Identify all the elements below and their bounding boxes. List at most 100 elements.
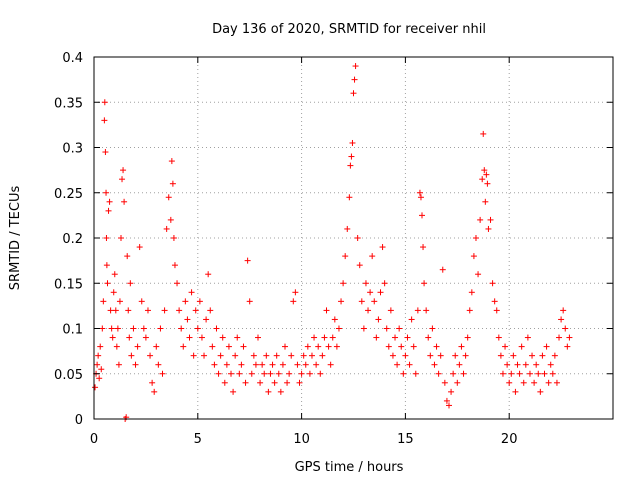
data-point: [180, 343, 187, 350]
data-point: [351, 76, 358, 83]
data-point: [493, 307, 500, 314]
y-tick-label: 0.35: [54, 96, 83, 111]
data-point: [475, 271, 482, 278]
data-point: [186, 334, 193, 341]
data-point: [529, 352, 536, 359]
data-point: [482, 198, 489, 205]
data-point: [167, 216, 174, 223]
data-point: [198, 334, 205, 341]
data-point: [531, 379, 538, 386]
data-point: [381, 280, 388, 287]
data-point: [105, 207, 112, 214]
data-point: [101, 117, 108, 124]
data-point: [520, 379, 527, 386]
data-point: [136, 244, 143, 251]
data-point: [298, 370, 305, 377]
data-point: [306, 370, 313, 377]
data-point: [450, 370, 457, 377]
data-point: [302, 361, 309, 368]
data-point: [273, 352, 280, 359]
data-point: [121, 198, 128, 205]
data-point: [377, 289, 384, 296]
data-point: [221, 379, 228, 386]
data-point: [549, 370, 556, 377]
data-point: [464, 334, 471, 341]
data-point: [360, 325, 367, 332]
data-point: [225, 343, 232, 350]
data-point: [338, 298, 345, 305]
data-point: [240, 343, 247, 350]
data-point: [533, 361, 540, 368]
data-point: [119, 176, 126, 183]
data-point: [149, 379, 156, 386]
data-point: [101, 99, 108, 106]
data-point: [96, 375, 103, 382]
x-tick-label: 15: [397, 432, 414, 447]
data-point: [404, 334, 411, 341]
data-point: [545, 379, 552, 386]
data-point: [352, 63, 359, 70]
data-point: [170, 235, 177, 241]
data-point: [97, 343, 104, 350]
data-point: [275, 370, 282, 377]
data-point: [269, 361, 276, 368]
data-point: [448, 388, 455, 395]
data-point: [174, 280, 181, 287]
data-point: [102, 149, 109, 156]
data-point: [333, 343, 340, 350]
data-point: [234, 334, 241, 341]
data-point: [315, 343, 322, 350]
data-point: [452, 352, 459, 359]
data-point: [138, 298, 145, 305]
data-point: [261, 370, 268, 377]
data-point: [203, 316, 210, 323]
data-point: [300, 352, 307, 359]
data-point: [514, 361, 521, 368]
data-point: [313, 361, 320, 368]
data-point: [130, 325, 137, 332]
data-point: [134, 343, 141, 350]
data-point: [385, 343, 392, 350]
data-point: [402, 352, 409, 359]
data-point: [562, 325, 569, 332]
data-point: [414, 307, 421, 314]
data-point: [470, 253, 477, 260]
data-point: [481, 167, 488, 174]
data-point: [410, 343, 417, 350]
data-point: [111, 271, 118, 278]
data-point: [387, 307, 394, 314]
data-point: [271, 379, 278, 386]
data-point: [558, 316, 565, 323]
data-point: [346, 194, 353, 201]
y-tick-label: 0.2: [62, 232, 83, 247]
data-point: [288, 352, 295, 359]
data-point: [454, 379, 461, 386]
data-point: [246, 298, 253, 305]
data-point: [344, 225, 351, 232]
data-point: [112, 307, 119, 314]
data-point: [458, 343, 465, 350]
y-tick-label: 0.3: [62, 142, 83, 157]
data-point: [321, 334, 328, 341]
data-point: [437, 352, 444, 359]
data-point: [423, 307, 430, 314]
y-axis-title: SRMTID / TECUs: [8, 186, 23, 291]
data-point: [317, 370, 324, 377]
data-point: [201, 352, 208, 359]
data-point: [417, 194, 424, 201]
data-point: [184, 316, 191, 323]
data-point: [466, 307, 473, 314]
chart-title: Day 136 of 2020, SRMTID for receiver nhi…: [212, 22, 486, 37]
data-point: [219, 334, 226, 341]
data-point: [106, 198, 113, 205]
data-point: [296, 379, 303, 386]
data-point: [425, 334, 432, 341]
data-point: [190, 352, 197, 359]
data-point: [103, 235, 110, 241]
data-point: [144, 307, 151, 314]
data-point: [508, 370, 515, 377]
data-point: [110, 289, 117, 296]
